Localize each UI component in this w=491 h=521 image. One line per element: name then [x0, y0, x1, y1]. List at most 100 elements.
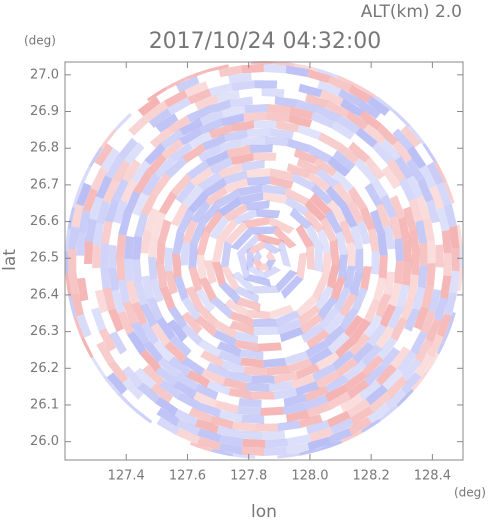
echo-cell — [198, 277, 217, 302]
echo-cell — [202, 210, 223, 234]
echo-cell — [161, 138, 184, 160]
echo-cell — [150, 383, 174, 404]
echo-cell — [426, 240, 436, 264]
echo-cell — [401, 262, 412, 286]
echo-cell — [182, 184, 204, 208]
x-tick-label: 128.4 — [414, 469, 451, 484]
echo-cell — [380, 194, 397, 219]
echo-cell — [188, 267, 203, 293]
echo-cell — [320, 217, 338, 242]
echo-cell — [92, 222, 104, 246]
echo-cell — [156, 407, 180, 427]
echo-cell — [226, 144, 251, 158]
echo-cell — [65, 299, 70, 324]
echo-cell — [338, 254, 348, 279]
echo-cell — [207, 99, 232, 114]
echo-cell — [142, 364, 164, 386]
x-tick-label: 127.6 — [169, 469, 206, 484]
echo-cell — [436, 182, 452, 206]
x-tick-label: 128.2 — [353, 469, 390, 484]
echo-cell — [204, 260, 217, 285]
echo-cell — [338, 88, 362, 107]
echo-cell — [245, 200, 270, 211]
echo-cell — [409, 228, 420, 253]
echo-cell — [265, 438, 289, 448]
echo-cell — [117, 310, 135, 335]
echo-cell — [339, 219, 355, 244]
echo-cell — [426, 263, 436, 287]
echo-cell — [309, 193, 332, 215]
echo-cell — [396, 284, 410, 309]
echo-cell — [230, 152, 254, 165]
echo-cell — [239, 349, 264, 360]
echo-cell — [264, 240, 282, 255]
echo-cell — [289, 106, 314, 120]
echo-cell — [417, 265, 428, 289]
echo-cell — [137, 382, 160, 404]
echo-cell — [181, 356, 205, 376]
echo-cell — [216, 89, 240, 103]
echo-cell — [339, 293, 358, 318]
echo-cell — [462, 286, 463, 311]
echo-cell — [148, 108, 172, 128]
echo-cell — [392, 128, 414, 151]
y-tick-label: 26.2 — [30, 361, 59, 376]
echo-cell — [188, 407, 213, 424]
echo-cell — [125, 280, 139, 305]
echo-cell — [429, 185, 445, 210]
echo-cell — [260, 406, 284, 416]
echo-cell — [132, 235, 143, 260]
echo-cell — [188, 243, 198, 268]
echo-cell — [400, 125, 422, 148]
echo-cell — [203, 177, 227, 197]
echo-cell — [316, 351, 340, 371]
echo-cell — [186, 160, 210, 180]
echo-cell — [219, 282, 241, 304]
echo-cell — [263, 64, 287, 74]
echo-cell — [451, 248, 460, 272]
echo-cell — [164, 341, 187, 363]
echo-cell — [176, 428, 200, 445]
echo-cell — [400, 372, 422, 395]
echo-cell — [309, 347, 333, 366]
echo-cell — [168, 61, 193, 78]
echo-cell — [406, 158, 425, 182]
echo-cell — [156, 264, 168, 289]
echo-cell — [273, 388, 298, 400]
echo-cell — [224, 298, 249, 318]
echo-cell — [233, 285, 259, 304]
echo-cell — [229, 311, 254, 327]
echo-cell — [355, 127, 378, 148]
echo-cell — [243, 366, 267, 376]
echo-cell — [179, 117, 203, 136]
echo-cell — [100, 265, 111, 289]
echo-cell — [246, 265, 264, 280]
echo-cell — [425, 318, 442, 343]
echo-cell — [369, 392, 392, 413]
echo-cell — [180, 241, 190, 266]
echo-cell — [274, 96, 298, 108]
echo-cell — [246, 168, 271, 178]
echo-cell — [155, 366, 178, 387]
echo-cell — [419, 242, 428, 266]
echo-cell — [284, 187, 310, 206]
echo-cell — [407, 274, 420, 299]
echo-cell — [218, 162, 243, 179]
echo-cell — [340, 203, 358, 228]
echo-cell — [102, 179, 120, 204]
echo-cell — [148, 256, 158, 281]
echo-cell — [389, 195, 406, 219]
echo-cell — [426, 199, 440, 224]
echo-cell — [382, 368, 404, 391]
echo-cell — [206, 380, 231, 396]
echo-cell — [349, 271, 364, 297]
echo-cell — [108, 244, 117, 269]
echo-cell — [406, 175, 424, 199]
echo-cell — [312, 363, 337, 382]
echo-cell — [144, 143, 166, 166]
echo-cell — [316, 167, 339, 188]
echo-cell — [194, 315, 218, 337]
echo-cell — [277, 420, 301, 432]
echo-cell — [265, 136, 289, 147]
echo-cell — [249, 226, 277, 235]
